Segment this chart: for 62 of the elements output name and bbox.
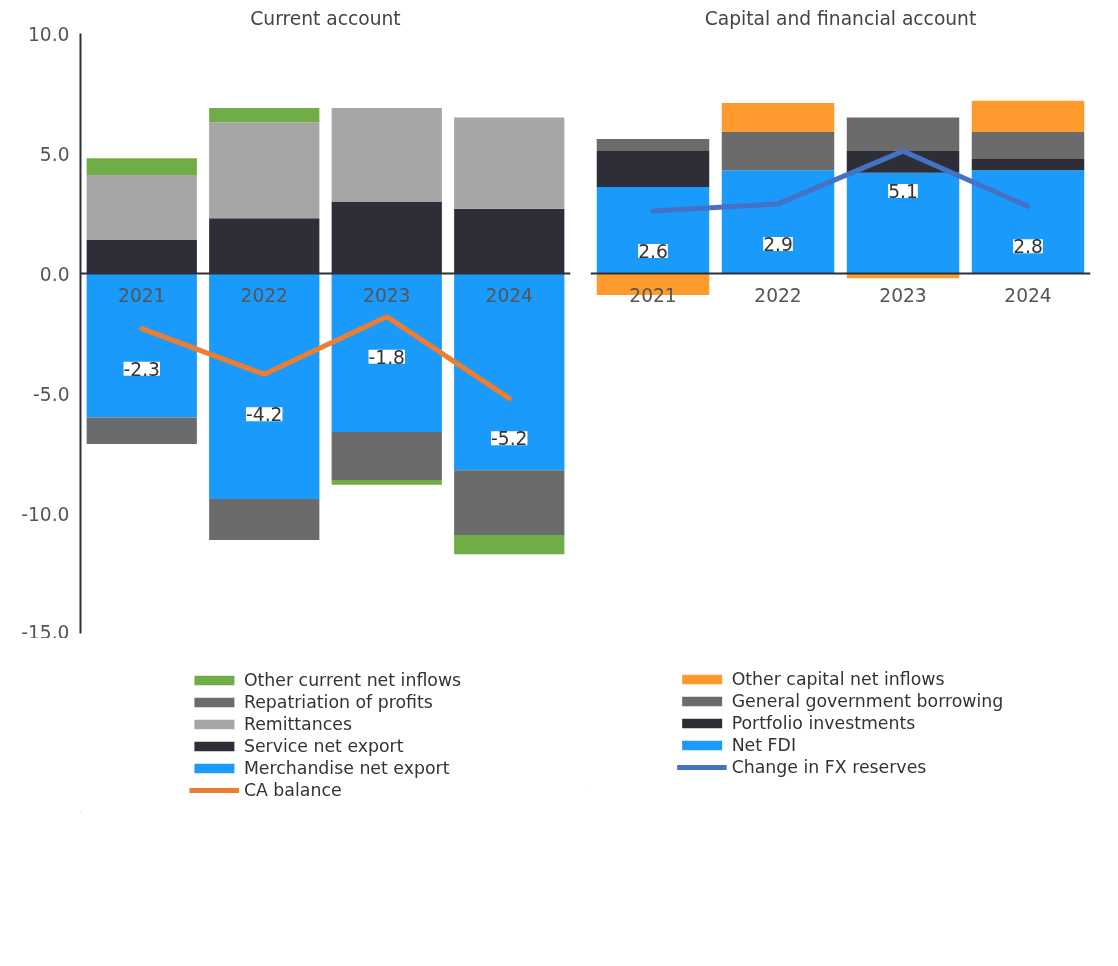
bar <box>596 139 710 152</box>
x-tick-label: 2022 <box>240 284 288 306</box>
y-tick-label: 5.0 <box>39 143 70 165</box>
bar <box>209 273 320 500</box>
y-tick-label: -15.0 <box>21 621 70 643</box>
bar <box>454 535 565 555</box>
bar <box>454 117 565 209</box>
bar <box>971 170 1085 274</box>
bar <box>721 131 835 171</box>
data-label: -1.8 <box>368 346 405 368</box>
x-tick-label: 2023 <box>363 284 411 306</box>
y-tick-label: -5.0 <box>33 383 70 405</box>
legend-label: Net FDI <box>731 735 797 755</box>
bar <box>596 187 710 274</box>
bar <box>86 273 197 418</box>
bar <box>454 273 565 471</box>
legend-label: Change in FX reserves <box>731 757 927 777</box>
x-tick-label: 2024 <box>1004 284 1052 306</box>
bar <box>721 103 835 132</box>
bar <box>86 175 197 240</box>
chart-title: Current account <box>250 7 401 29</box>
legend-label: Service net export <box>243 736 404 756</box>
legend-label: Other current net inflows <box>243 670 462 690</box>
legend-label: General government borrowing <box>731 691 1004 711</box>
bar <box>454 470 565 536</box>
legend-label: Remittances <box>243 714 352 734</box>
data-label: 2.9 <box>763 233 793 255</box>
bar <box>846 117 960 152</box>
bar <box>971 100 1085 132</box>
bar <box>209 107 320 123</box>
chart-title: Capital and financial account <box>704 7 977 29</box>
bar <box>721 170 835 274</box>
bar <box>209 499 320 540</box>
data-label: -4.2 <box>246 404 283 426</box>
data-label: -2.3 <box>123 358 160 380</box>
bar <box>331 479 442 485</box>
data-label: 5.1 <box>888 181 918 203</box>
y-tick-label: 0.0 <box>39 263 70 285</box>
bar <box>846 172 960 274</box>
x-tick-label: 2022 <box>754 284 802 306</box>
bar <box>971 131 1085 159</box>
bar <box>331 431 442 480</box>
bar <box>331 107 442 202</box>
x-tick-label: 2021 <box>118 284 166 306</box>
data-label: -5.2 <box>491 428 528 450</box>
x-tick-label: 2024 <box>485 284 533 306</box>
legend-label: Repatriation of profits <box>243 692 433 712</box>
legend-label: Other capital net inflows <box>731 669 945 689</box>
y-tick-label: 10.0 <box>27 23 70 45</box>
data-label: 2.6 <box>638 241 668 263</box>
bar <box>596 151 710 188</box>
bar <box>86 158 197 176</box>
bar <box>331 273 442 432</box>
bar <box>209 122 320 219</box>
bar <box>971 158 1085 171</box>
bar <box>86 417 197 444</box>
y-tick-label: -10.0 <box>21 503 70 525</box>
legend-label: Portfolio investments <box>731 713 916 733</box>
data-label: 2.8 <box>1013 236 1043 258</box>
x-tick-label: 2023 <box>879 284 927 306</box>
legend-label: Merchandise net export <box>243 758 450 778</box>
legend-label: CA balance <box>243 780 342 800</box>
